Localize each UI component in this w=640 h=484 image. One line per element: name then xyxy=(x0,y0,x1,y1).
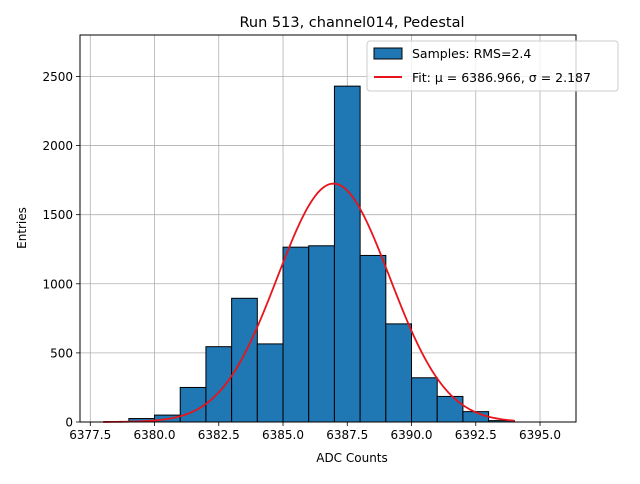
fit-curve-group xyxy=(103,182,515,423)
histogram-bar xyxy=(231,297,258,423)
histogram-bar xyxy=(359,254,387,423)
x-axis-label: ADC Counts xyxy=(316,451,388,465)
x-tick-label: 6377.5 xyxy=(69,428,111,442)
plot-frame xyxy=(79,34,577,423)
x-tick-label: 6382.5 xyxy=(198,428,240,442)
x-tick-label: 6387.5 xyxy=(326,428,368,442)
legend-box xyxy=(366,40,619,92)
histogram-bar xyxy=(205,346,233,423)
y-tick-label: 500 xyxy=(50,346,73,360)
legend-label-samples: Samples: RMS=2.4 xyxy=(412,46,531,61)
y-tick-label: 2500 xyxy=(42,70,73,84)
x-tick-label: 6390.0 xyxy=(391,428,433,442)
y-tick-label: 2000 xyxy=(42,139,73,153)
x-tick-label: 6380.0 xyxy=(134,428,176,442)
histogram-bar xyxy=(385,323,413,423)
y-tick-label: 1500 xyxy=(42,208,73,222)
gaussian-fit-curve xyxy=(103,182,515,423)
x-tick-label: 6395.0 xyxy=(519,428,561,442)
histogram-bar xyxy=(308,245,335,423)
histogram-bar xyxy=(333,85,361,423)
x-tick-label: 6385.0 xyxy=(262,428,304,442)
histogram-bar xyxy=(436,395,464,423)
y-axis-label: Entries xyxy=(15,207,29,249)
legend: Samples: RMS=2.4 Fit: μ = 6386.966, σ = … xyxy=(366,40,619,92)
histogram-bars xyxy=(128,85,515,423)
histogram-bar xyxy=(179,386,207,423)
x-axis-ticks: 6377.5 6380.0 6382.5 6385.0 6387.5 6390.0 6392… xyxy=(69,422,561,442)
chart-title: Run 513, channel014, Pedestal xyxy=(239,15,464,31)
x-tick-label: 6392.5 xyxy=(455,428,497,442)
y-tick-label: 0 xyxy=(65,416,73,430)
histogram-bar xyxy=(256,343,284,423)
y-axis-ticks: 0 500 1000 1500 2000 2500 xyxy=(42,70,80,430)
legend-label-fit: Fit: μ = 6386.966, σ = 2.187 xyxy=(412,70,591,85)
y-tick-label: 1000 xyxy=(42,277,73,291)
histogram-bar xyxy=(411,377,438,423)
legend-swatch-samples xyxy=(373,47,403,60)
histogram-bar xyxy=(282,246,310,423)
